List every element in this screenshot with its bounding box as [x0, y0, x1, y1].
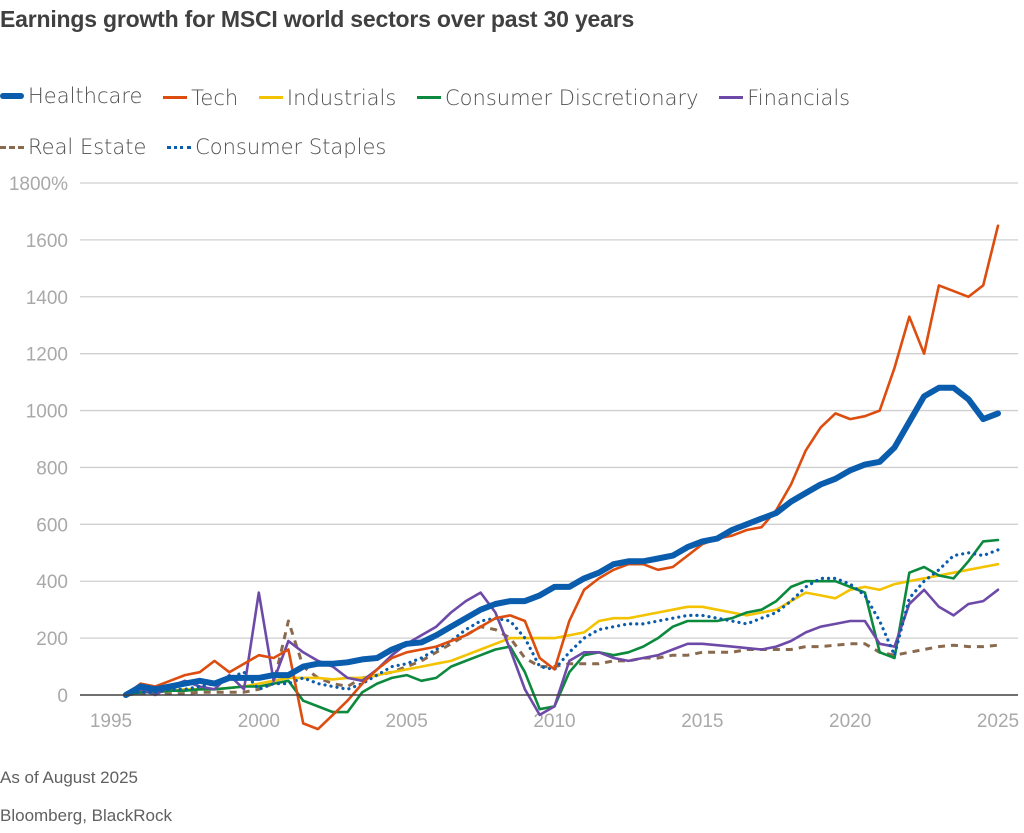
real-estate-swatch-icon	[0, 145, 24, 149]
x-tick-label: 1995	[90, 711, 132, 732]
series-line-consumer-staples	[124, 548, 1000, 697]
series-line-healthcare	[122, 384, 1001, 698]
legend-item-real-estate: Real Estate	[0, 125, 146, 169]
x-tick-label: 2015	[681, 711, 723, 732]
y-tick-label: 0	[57, 686, 68, 707]
chart-legend: Healthcare Tech Industrials Consumer Dis…	[0, 70, 1010, 169]
y-tick-label: 1200	[26, 345, 68, 366]
chart-title: Earnings growth for MSCI world sectors o…	[0, 6, 635, 32]
tech-swatch-icon	[163, 96, 188, 99]
y-tick-label: 400	[36, 572, 68, 593]
industrials-swatch-icon	[258, 96, 283, 99]
consumer-discretionary-swatch-icon	[417, 96, 442, 99]
x-tick-label: 2005	[386, 711, 428, 732]
legend-label: Financials	[747, 85, 851, 110]
series-line-financials	[124, 588, 1000, 717]
legend-item-tech: Tech	[163, 76, 238, 120]
x-tick-label: 2000	[238, 711, 280, 732]
legend-label: Industrials	[286, 85, 397, 110]
footer-source: Bloomberg, BlackRock	[0, 806, 172, 825]
y-tick-label: 1400	[26, 288, 68, 309]
legend-label: Consumer Discretionary	[445, 85, 699, 110]
y-tick-label: 1800%	[9, 174, 68, 195]
healthcare-swatch-icon	[0, 93, 24, 99]
y-tick-label: 800	[36, 458, 68, 479]
consumer-staples-swatch-icon	[167, 145, 192, 149]
legend-item-healthcare: Healthcare	[0, 74, 142, 118]
legend-label: Tech	[191, 85, 239, 110]
legend-item-consumer-staples: Consumer Staples	[167, 125, 386, 169]
legend-item-financials: Financials	[719, 76, 850, 120]
y-tick-label: 200	[36, 629, 68, 650]
series-line-tech	[124, 224, 1000, 731]
footer-note: As of August 2025	[0, 768, 138, 787]
y-tick-label: 1600	[26, 231, 68, 252]
series-line-industrials	[124, 562, 1000, 697]
financials-swatch-icon	[719, 96, 744, 99]
x-tick-label: 2010	[533, 711, 575, 732]
legend-label: Healthcare	[28, 84, 143, 108]
x-tick-label: 2025	[977, 711, 1019, 732]
legend-label: Consumer Staples	[195, 135, 387, 159]
y-tick-label: 1000	[26, 402, 68, 423]
legend-item-industrials: Industrials	[258, 76, 397, 120]
x-tick-label: 2020	[829, 711, 871, 732]
legend-label: Real Estate	[28, 135, 147, 159]
legend-item-consumer-discretionary: Consumer Discretionary	[417, 76, 699, 120]
y-tick-label: 600	[36, 515, 68, 536]
